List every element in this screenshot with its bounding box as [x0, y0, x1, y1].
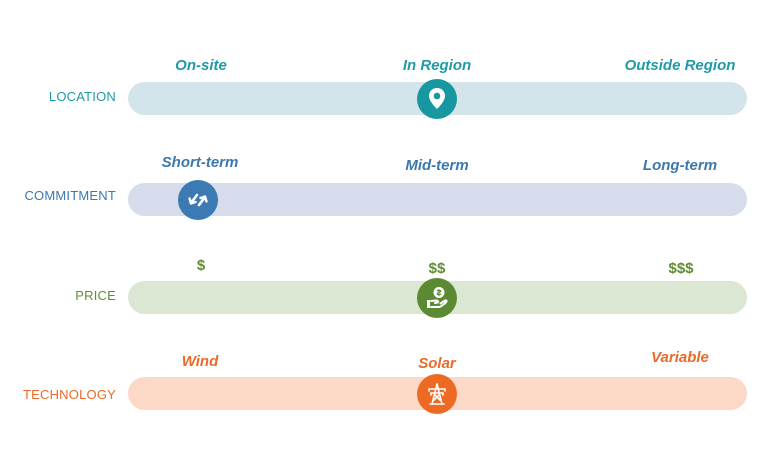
option-solar: Solar: [418, 355, 456, 372]
money-hand-icon: [427, 287, 448, 308]
power-tower-icon: [428, 383, 446, 405]
row-label-technology: TECHNOLOGY: [22, 387, 116, 402]
option-long-term: Long-term: [642, 157, 718, 174]
price-marker: [417, 278, 457, 318]
option-wind: Wind: [181, 353, 219, 370]
location-marker: [417, 79, 457, 119]
option-short-term: Short-term: [161, 154, 239, 171]
option-price-high: $$$: [668, 260, 694, 277]
scale-bar-commitment: [128, 183, 747, 216]
option-price-mid: $$: [428, 260, 446, 277]
option-variable: Variable: [651, 349, 709, 366]
row-label-price: PRICE: [75, 288, 116, 303]
technology-marker: [417, 374, 457, 414]
option-on-site: On-site: [175, 57, 227, 74]
option-in-region: In Region: [402, 57, 472, 74]
option-price-low: $: [196, 257, 206, 274]
row-label-commitment: COMMITMENT: [24, 188, 116, 203]
swap-arrows-icon: [188, 193, 208, 207]
commitment-marker: [178, 180, 218, 220]
row-label-location: LOCATION: [48, 89, 116, 104]
option-outside-region: Outside Region: [624, 57, 736, 74]
option-mid-term: Mid-term: [405, 157, 469, 174]
location-pin-icon: [429, 88, 445, 109]
